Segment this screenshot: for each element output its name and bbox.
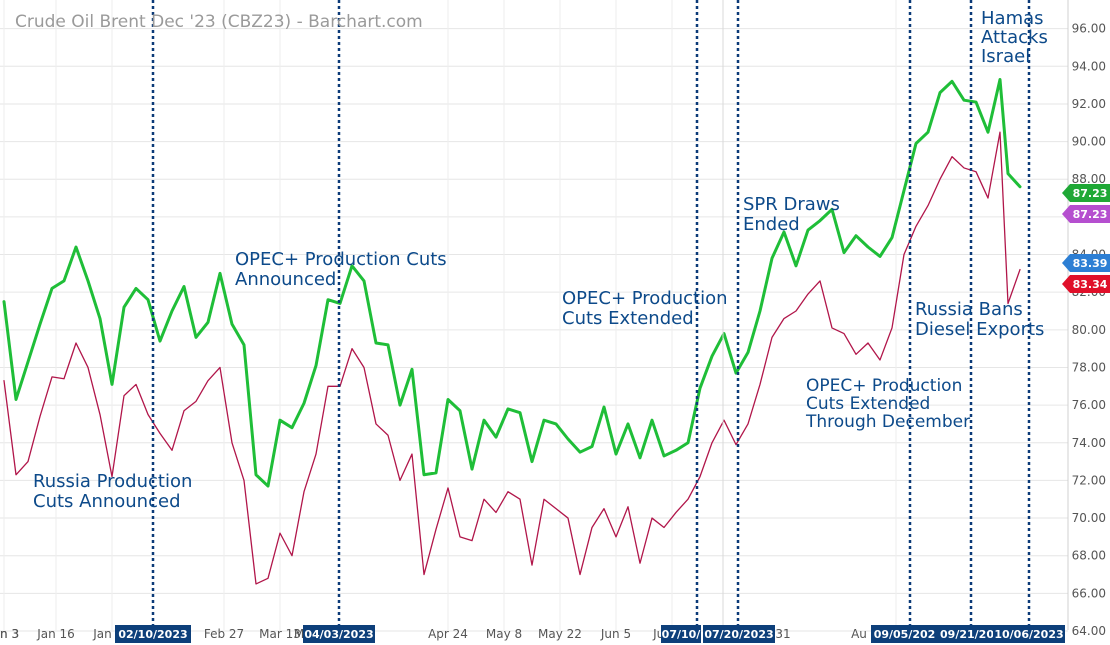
price-tag-shape [1062, 184, 1110, 202]
event-labels: 02/10/2023 04/03/2023 07/10/07/20/2023 09/0… [115, 625, 1065, 643]
annotation-text: Cuts Announced [33, 491, 181, 512]
event-date-label: 09/21/20 [940, 628, 994, 641]
price-tag-value: 87.23 [1073, 208, 1108, 221]
x-tick-label: Feb 27 [204, 627, 244, 641]
x-tick-label: Jun 5 [600, 627, 631, 641]
price-tag: 83.39 [1062, 254, 1110, 272]
event-date-box [703, 625, 775, 643]
event-date-label: 04/03/2023 [304, 628, 373, 641]
price-tag-value: 87.23 [1073, 187, 1108, 200]
annotation-text: OPEC+ Production [806, 376, 962, 396]
event-date-label: 07/20/2023 [704, 628, 773, 641]
price-tag: 87.23 [1062, 184, 1110, 202]
y-tick-label: 92.00 [1072, 97, 1106, 111]
y-tick-label: 74.00 [1072, 436, 1106, 450]
price-tag-shape [1062, 205, 1110, 223]
chart-title: Crude Oil Brent Dec '23 (CBZ23) - Barcha… [15, 12, 423, 32]
annotation-text: OPEC+ Production Cuts [235, 249, 447, 270]
x-tick-label-partial: M [294, 627, 304, 641]
y-tick-label: 76.00 [1072, 398, 1106, 412]
annotation-text: Announced [235, 269, 336, 290]
annotation-text: Attacks [981, 27, 1048, 48]
x-tick-label-partial: an 3 [0, 627, 19, 641]
x-tick-label: Mar 13 [259, 627, 301, 641]
annotation-text: Diesel Exports [915, 319, 1044, 340]
event-date-box [115, 625, 191, 643]
series-line-magenta [3, 131, 1021, 585]
annotation-text: Through December [805, 412, 970, 432]
annotation-text: Israel [981, 46, 1030, 67]
y-tick-label: 96.00 [1072, 22, 1106, 36]
event-date-box [937, 625, 997, 643]
y-axis: 64.00 66.00 68.00 70.00 72.00 74.00 76.00 78.00… [1067, 0, 1106, 638]
x-tick-label: Apr 24 [428, 627, 468, 641]
event-date-box [993, 625, 1065, 643]
y-tick-label: 90.00 [1072, 135, 1106, 149]
y-tick-label: 72.00 [1072, 473, 1106, 487]
event-date-label: 07/10/ [662, 628, 702, 641]
annotation-text: Russia Bans [915, 299, 1023, 320]
y-tick-label: 64.00 [1072, 624, 1106, 638]
annotation-text: Hamas [981, 8, 1044, 29]
annotation-text: Cuts Extended [806, 394, 930, 414]
event-date-box [871, 625, 938, 643]
price-tag-shape [1062, 275, 1110, 293]
x-tick-label: Jan 16 [36, 627, 75, 641]
y-tick-label: 88.00 [1072, 172, 1106, 186]
y-tick-label: 68.00 [1072, 549, 1106, 563]
event-date-label: 02/10/2023 [118, 628, 187, 641]
price-tag-value: 83.34 [1073, 278, 1108, 291]
price-tag: 83.34 [1062, 275, 1110, 293]
series-line-green [2, 77, 1022, 488]
series-layer [2, 77, 1022, 585]
price-tag-shape [1062, 254, 1110, 272]
y-tick-label: 70.00 [1072, 511, 1106, 525]
x-tick-label: May 8 [486, 627, 522, 641]
annotation-text: SPR Draws [743, 194, 840, 215]
event-date-box [303, 625, 375, 643]
y-tick-label: 78.00 [1072, 360, 1106, 374]
grid-lines [0, 0, 1068, 632]
price-tags: 87.23 87.23 83.39 83.34 [1062, 184, 1110, 293]
event-date-label: 09/05/202 [874, 628, 936, 641]
event-date-label: 10/06/2023 [994, 628, 1063, 641]
y-tick-label: 94.00 [1072, 59, 1106, 73]
y-tick-label: 80.00 [1072, 323, 1106, 337]
x-tick-label-partial: 31 [775, 627, 790, 641]
annotation-text: Russia Production [33, 471, 192, 492]
event-date-box [661, 625, 701, 643]
y-tick-label: 66.00 [1072, 586, 1106, 600]
annotation-text: OPEC+ Production [562, 288, 728, 309]
x-tick-label: May 22 [538, 627, 582, 641]
event-lines [151, 0, 1031, 630]
price-tag: 87.23 [1062, 205, 1110, 223]
annotation-text: Ended [743, 214, 800, 235]
x-tick-label-partial: Au [851, 627, 867, 641]
annotation-text: Cuts Extended [562, 308, 694, 329]
x-tick-label: Jan 3 [0, 627, 19, 641]
price-tag-value: 83.39 [1073, 257, 1108, 270]
